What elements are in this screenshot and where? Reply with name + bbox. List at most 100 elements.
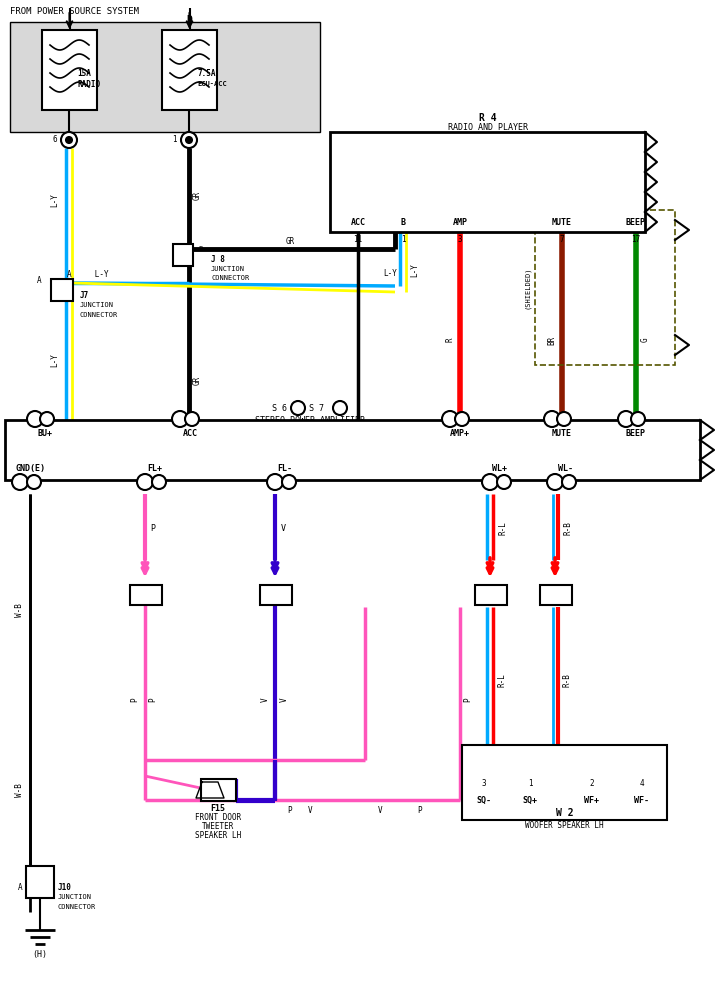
Text: V: V bbox=[378, 805, 382, 814]
Circle shape bbox=[618, 411, 634, 427]
Text: P: P bbox=[288, 805, 292, 814]
Circle shape bbox=[40, 412, 54, 426]
Text: 3: 3 bbox=[458, 234, 462, 243]
Text: A: A bbox=[37, 276, 41, 285]
Circle shape bbox=[282, 475, 296, 489]
Circle shape bbox=[333, 401, 347, 415]
Text: 6: 6 bbox=[53, 135, 57, 144]
Text: GND(E): GND(E) bbox=[15, 463, 45, 472]
Text: A: A bbox=[287, 479, 291, 485]
Text: 4: 4 bbox=[488, 479, 492, 485]
Text: A     L-Y: A L-Y bbox=[67, 270, 109, 279]
Circle shape bbox=[61, 132, 77, 148]
Text: IA1: IA1 bbox=[142, 591, 156, 600]
Text: ECU-ACC: ECU-ACC bbox=[197, 81, 228, 87]
Text: G: G bbox=[641, 338, 649, 342]
Text: J7: J7 bbox=[80, 290, 89, 299]
Circle shape bbox=[497, 475, 511, 489]
Bar bbox=[260, 585, 292, 605]
Text: GR: GR bbox=[285, 236, 294, 245]
Text: V: V bbox=[281, 524, 286, 533]
Text: SPEAKER LH: SPEAKER LH bbox=[195, 831, 241, 840]
Text: 7: 7 bbox=[33, 416, 37, 422]
Text: W-B: W-B bbox=[16, 603, 24, 617]
Text: BR: BR bbox=[547, 335, 557, 345]
Text: 5: 5 bbox=[263, 591, 267, 600]
Bar bbox=[5, 420, 700, 480]
Text: SQ+: SQ+ bbox=[523, 795, 538, 804]
Text: 17: 17 bbox=[631, 234, 641, 243]
Text: B: B bbox=[460, 416, 464, 422]
Text: 7.5A: 7.5A bbox=[197, 69, 216, 78]
Text: R: R bbox=[446, 338, 454, 342]
Text: BEEP: BEEP bbox=[626, 217, 646, 226]
Text: 1: 1 bbox=[401, 234, 405, 243]
Text: 15A: 15A bbox=[78, 69, 91, 78]
Circle shape bbox=[631, 412, 645, 426]
Text: GR: GR bbox=[192, 375, 202, 384]
Text: IA2: IA2 bbox=[552, 591, 566, 600]
Text: CONNECTOR: CONNECTOR bbox=[58, 904, 96, 910]
Text: B: B bbox=[198, 246, 202, 252]
Text: 2: 2 bbox=[206, 787, 210, 793]
Text: 1: 1 bbox=[143, 479, 147, 485]
Circle shape bbox=[267, 474, 283, 490]
Text: P: P bbox=[150, 524, 156, 533]
Text: A: A bbox=[32, 479, 36, 485]
Text: R-L: R-L bbox=[498, 521, 508, 535]
Circle shape bbox=[181, 132, 197, 148]
Circle shape bbox=[482, 474, 498, 490]
Text: V: V bbox=[261, 698, 269, 702]
Text: 6: 6 bbox=[273, 479, 277, 485]
Text: R-B: R-B bbox=[564, 521, 572, 535]
Text: V: V bbox=[307, 805, 312, 814]
Text: 11: 11 bbox=[354, 234, 363, 243]
Text: R-L: R-L bbox=[498, 673, 506, 687]
Text: V: V bbox=[279, 698, 289, 702]
Text: (SHIELDED): (SHIELDED) bbox=[523, 266, 530, 309]
Circle shape bbox=[172, 411, 188, 427]
Bar bbox=[42, 30, 97, 110]
Text: 16: 16 bbox=[622, 416, 630, 422]
Polygon shape bbox=[196, 782, 224, 798]
Text: W 2: W 2 bbox=[556, 808, 573, 818]
Text: GR: GR bbox=[398, 196, 408, 205]
Text: A: A bbox=[37, 870, 42, 879]
Circle shape bbox=[137, 474, 153, 490]
Text: BEEP: BEEP bbox=[626, 429, 646, 438]
Text: B: B bbox=[178, 246, 182, 252]
Text: WF-: WF- bbox=[634, 795, 649, 804]
Text: WL+: WL+ bbox=[492, 463, 508, 472]
Text: 12: 12 bbox=[16, 479, 24, 485]
Text: IA1: IA1 bbox=[272, 591, 286, 600]
Text: JUNCTION: JUNCTION bbox=[211, 266, 245, 272]
Text: BU+: BU+ bbox=[37, 429, 53, 438]
Circle shape bbox=[557, 412, 571, 426]
Text: F15: F15 bbox=[210, 803, 225, 812]
Bar bbox=[475, 585, 507, 605]
Text: FL-: FL- bbox=[277, 463, 292, 472]
Circle shape bbox=[455, 412, 469, 426]
Circle shape bbox=[66, 137, 72, 143]
Text: 4: 4 bbox=[639, 779, 644, 787]
Text: TWEETER: TWEETER bbox=[202, 821, 234, 831]
Text: L-Y: L-Y bbox=[50, 353, 60, 367]
Text: ACC: ACC bbox=[182, 429, 197, 438]
Text: L-Y: L-Y bbox=[383, 269, 397, 278]
Text: AMP: AMP bbox=[452, 217, 467, 226]
Text: A: A bbox=[18, 882, 22, 891]
Text: RADIO AND PLAYER: RADIO AND PLAYER bbox=[448, 123, 528, 131]
Bar bbox=[26, 866, 54, 898]
Text: S 6: S 6 bbox=[272, 403, 287, 413]
Circle shape bbox=[12, 474, 28, 490]
Text: B: B bbox=[636, 416, 640, 422]
Text: B: B bbox=[178, 257, 182, 263]
Text: B: B bbox=[338, 405, 342, 411]
Bar bbox=[10, 22, 320, 132]
Text: P: P bbox=[148, 698, 158, 702]
Circle shape bbox=[27, 475, 41, 489]
Text: IA2: IA2 bbox=[487, 591, 501, 600]
Text: 3: 3 bbox=[477, 591, 482, 600]
Text: 3: 3 bbox=[448, 416, 452, 422]
Text: WL-: WL- bbox=[557, 463, 572, 472]
